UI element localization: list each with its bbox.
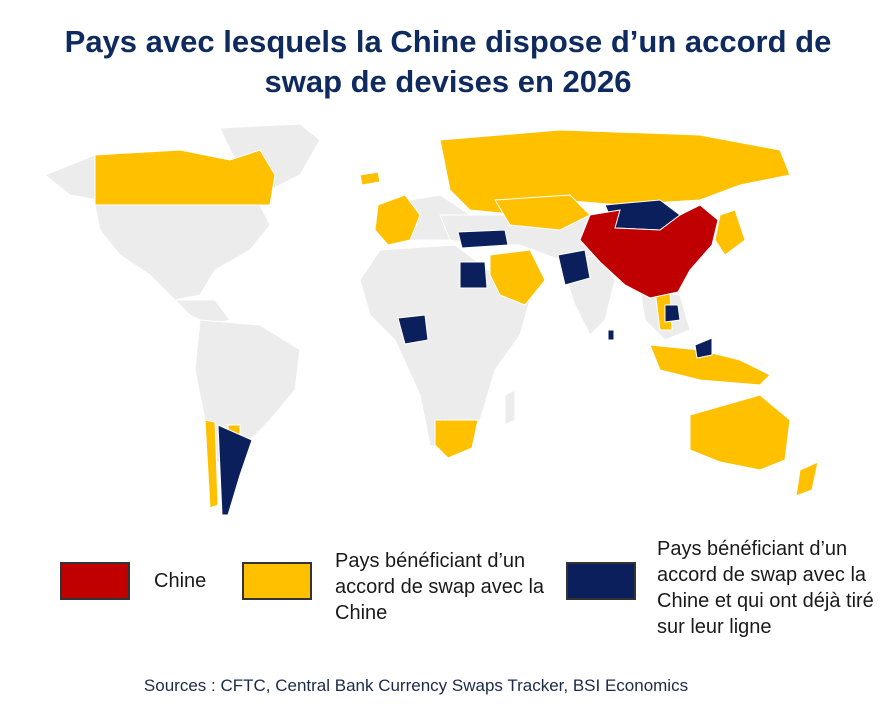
- canada: [94, 149, 276, 206]
- malaysia-east: [694, 337, 713, 359]
- legend-swatch-swap: [242, 562, 312, 600]
- argentina: [217, 424, 253, 516]
- new-zealand: [795, 461, 819, 497]
- sri-lanka: [607, 329, 615, 341]
- madagascar: [504, 389, 516, 426]
- kazakhstan: [494, 194, 591, 231]
- legend-label-drawn: Pays bénéficiant d’un accord de swap ave…: [657, 538, 874, 638]
- legend-label-china: Chine: [154, 570, 207, 592]
- laos-cambodia: [664, 304, 681, 323]
- south-korea-japan: [714, 209, 746, 256]
- world-map: [44, 123, 819, 516]
- legend-swatch-china: [60, 562, 130, 600]
- saudi-arabia-region: [489, 249, 546, 306]
- pakistan: [557, 249, 591, 286]
- russia: [439, 129, 791, 216]
- swap-countries: [94, 129, 819, 509]
- drawn-countries: [217, 199, 713, 516]
- china: [579, 204, 719, 299]
- chile: [204, 419, 219, 509]
- legend-label-swap: Pays bénéficiant d’un accord de swap ave…: [335, 550, 545, 624]
- nigeria: [397, 314, 429, 345]
- western-europe: [374, 194, 421, 246]
- alaska: [44, 154, 99, 201]
- legend-swatch-drawn: [566, 562, 636, 600]
- egypt: [459, 261, 488, 289]
- iceland: [359, 171, 381, 186]
- map-title: Pays avec lesquels la Chine dispose d’un…: [64, 24, 832, 99]
- usa-mexico: [94, 204, 271, 301]
- australia: [689, 394, 791, 471]
- south-africa: [434, 419, 479, 459]
- sources-note: Sources : CFTC, Central Bank Currency Sw…: [143, 676, 689, 695]
- turkey: [457, 229, 509, 249]
